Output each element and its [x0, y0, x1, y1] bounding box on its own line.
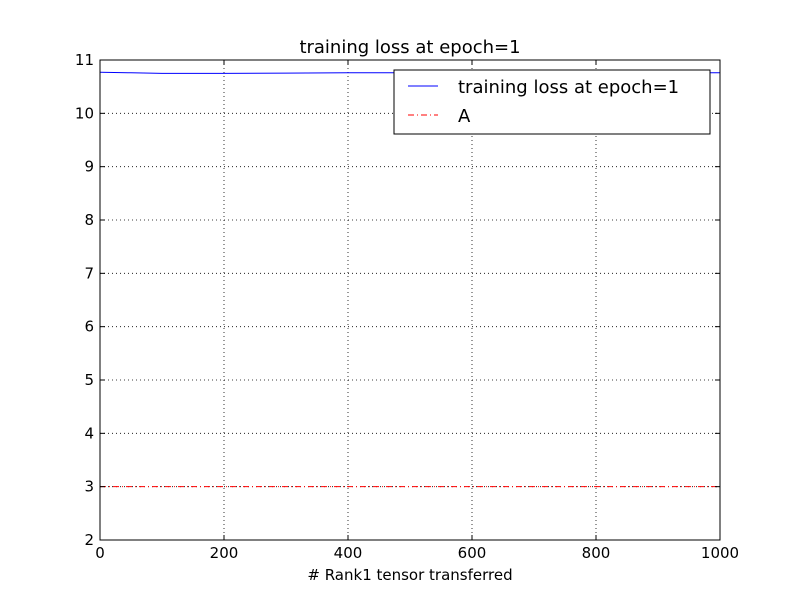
- y-tick-label: 3: [84, 478, 94, 496]
- legend-box: [393, 69, 711, 135]
- y-tick-label: 7: [84, 264, 94, 282]
- y-tick-label: 11: [75, 51, 94, 69]
- y-tick-label: 2: [84, 531, 94, 549]
- plot-area-frame: [99, 59, 721, 541]
- x-tick-label: 600: [458, 544, 487, 562]
- x-axis-label: # Rank1 tensor transferred: [307, 566, 512, 584]
- y-tick-label: 10: [75, 104, 94, 122]
- x-tick-label: 0: [95, 544, 105, 562]
- x-tick-label: 1000: [701, 544, 739, 562]
- x-tick-label: 800: [582, 544, 611, 562]
- axis-ticks: 0 200 400 600 800 1000 2 3 4 5 6 7 8 9 10 11: [75, 51, 739, 562]
- y-tick-label: 9: [84, 158, 94, 176]
- chart-title: training loss at epoch=1: [299, 37, 520, 58]
- y-tick-label: 4: [84, 424, 94, 442]
- x-tick-label: 200: [210, 544, 239, 562]
- legend: training loss at epoch=1 A: [393, 69, 711, 135]
- legend-label-1: A: [458, 106, 471, 127]
- y-tick-label: 5: [84, 371, 94, 389]
- x-tick-label: 400: [334, 544, 363, 562]
- legend-label-0: training loss at epoch=1: [458, 77, 679, 98]
- y-tick-label: 8: [84, 211, 94, 229]
- y-tick-label: 6: [84, 318, 94, 336]
